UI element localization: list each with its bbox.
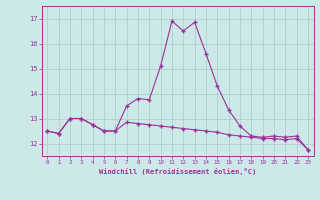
X-axis label: Windchill (Refroidissement éolien,°C): Windchill (Refroidissement éolien,°C) [99,168,256,175]
